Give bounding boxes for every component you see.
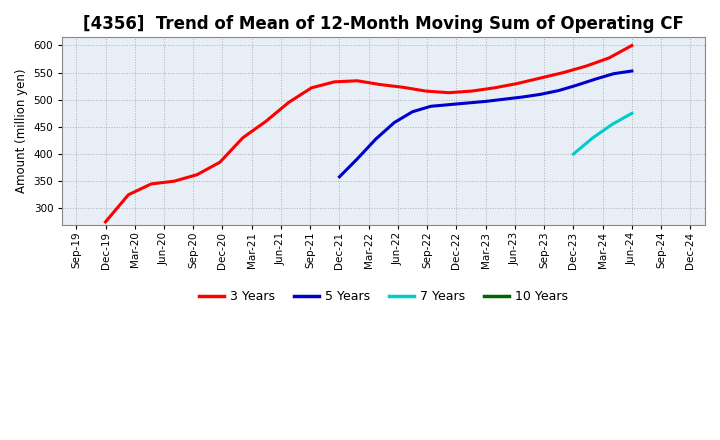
Y-axis label: Amount (million yen): Amount (million yen) xyxy=(15,69,28,193)
Legend: 3 Years, 5 Years, 7 Years, 10 Years: 3 Years, 5 Years, 7 Years, 10 Years xyxy=(194,285,573,308)
Title: [4356]  Trend of Mean of 12-Month Moving Sum of Operating CF: [4356] Trend of Mean of 12-Month Moving … xyxy=(83,15,684,33)
